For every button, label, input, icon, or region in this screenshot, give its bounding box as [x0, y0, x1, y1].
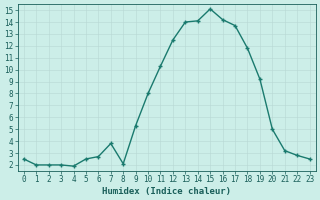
X-axis label: Humidex (Indice chaleur): Humidex (Indice chaleur)	[102, 187, 231, 196]
